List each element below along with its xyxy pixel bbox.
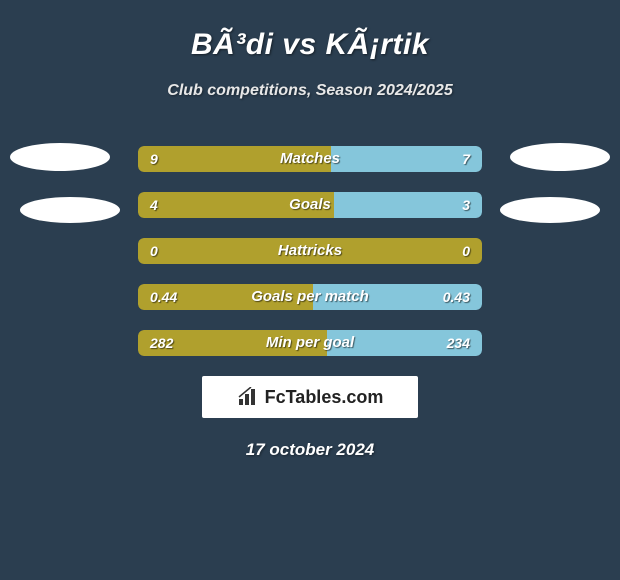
stat-bar-left (138, 238, 482, 264)
stat-row: 00Hattricks (138, 238, 482, 264)
stat-bar-left (138, 330, 327, 356)
player-left-oval-bottom (20, 197, 120, 223)
player-right-oval-bottom (500, 197, 600, 223)
player-left-oval-top (10, 143, 110, 171)
date-stamp: 17 october 2024 (0, 440, 620, 460)
stat-bar-left (138, 146, 331, 172)
stat-bar-left (138, 284, 313, 310)
brand-text: FcTables.com (265, 387, 384, 408)
stat-bar-right (313, 284, 482, 310)
stats-table: 97Matches 43Goals 00Hattricks 0.440.43Goals… (138, 146, 482, 356)
stat-row: 43Goals (138, 192, 482, 218)
stat-bar-right (327, 330, 482, 356)
stat-row: 97Matches (138, 146, 482, 172)
brand-box: FcTables.com (202, 376, 418, 418)
stat-bar-right (334, 192, 482, 218)
stat-row: 0.440.43Goals per match (138, 284, 482, 310)
comparison-infographic: BÃ³di vs KÃ¡rtik Club competitions, Seas… (0, 20, 620, 580)
stat-bar-left (138, 192, 334, 218)
player-right-oval-top (510, 143, 610, 171)
stat-row: 282234Min per goal (138, 330, 482, 356)
page-title: BÃ³di vs KÃ¡rtik (0, 20, 620, 62)
subtitle: Club competitions, Season 2024/2025 (0, 82, 620, 100)
stat-bar-right (331, 146, 482, 172)
bar-chart-icon (237, 387, 259, 407)
